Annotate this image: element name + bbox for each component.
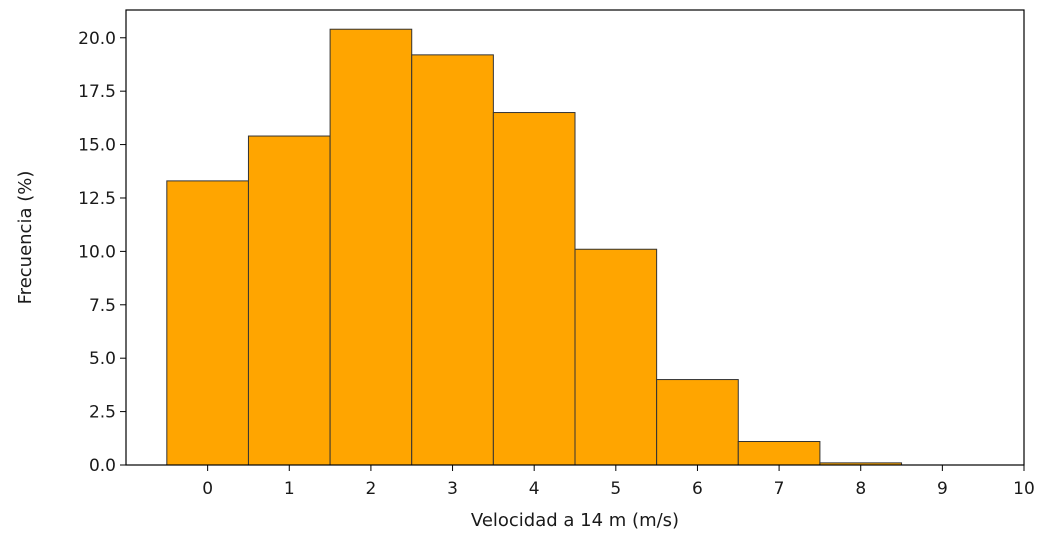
bar-6 bbox=[656, 379, 739, 466]
x-tick-label: 5 bbox=[610, 479, 621, 499]
y-tick-label: 12.5 bbox=[78, 189, 116, 209]
x-tick-label: 3 bbox=[447, 479, 458, 499]
x-tick-label: 6 bbox=[692, 479, 703, 499]
x-tick-label: 0 bbox=[202, 479, 213, 499]
bars-group bbox=[166, 28, 903, 466]
x-tick-label: 2 bbox=[365, 479, 376, 499]
bar-2 bbox=[329, 28, 413, 466]
y-axis-ticks: 0.0 2.5 5.0 7.5 10.0 12.5 15.0 17.5 20.0 bbox=[78, 29, 126, 476]
x-tick-label: 7 bbox=[774, 479, 785, 499]
x-tick-label: 4 bbox=[529, 479, 540, 499]
x-axis-ticks: 0 1 2 3 4 5 6 7 8 9 10 bbox=[202, 465, 1035, 499]
y-tick-label: 5.0 bbox=[89, 349, 116, 369]
bar-7 bbox=[737, 441, 821, 466]
y-tick-label: 2.5 bbox=[89, 403, 116, 423]
x-tick-label: 8 bbox=[855, 479, 866, 499]
y-axis-label: Frecuencia (%) bbox=[15, 171, 36, 305]
x-tick-label: 9 bbox=[937, 479, 948, 499]
x-tick-label: 10 bbox=[1013, 479, 1035, 499]
y-tick-label: 20.0 bbox=[78, 29, 116, 49]
x-tick-label: 1 bbox=[284, 479, 295, 499]
y-tick-label: 17.5 bbox=[78, 82, 116, 102]
y-tick-label: 0.0 bbox=[89, 456, 116, 476]
bar-4 bbox=[492, 112, 576, 466]
bar-3 bbox=[411, 54, 494, 466]
bar-5 bbox=[574, 248, 658, 466]
y-tick-label: 7.5 bbox=[89, 296, 116, 316]
y-tick-label: 10.0 bbox=[78, 242, 116, 262]
x-axis-label: Velocidad a 14 m (m/s) bbox=[471, 510, 679, 531]
bar-0 bbox=[166, 180, 249, 466]
bar-1 bbox=[247, 135, 331, 466]
plot-frame bbox=[125, 9, 1025, 466]
y-tick-label: 15.0 bbox=[78, 136, 116, 156]
